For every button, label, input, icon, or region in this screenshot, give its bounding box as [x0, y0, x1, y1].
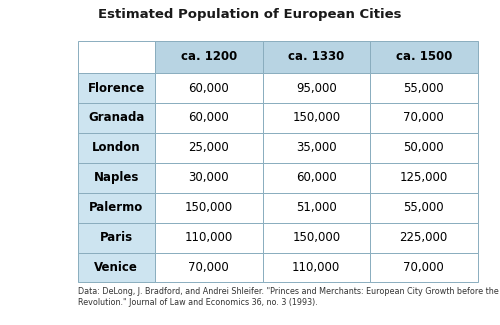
Bar [262, 133, 370, 163]
Text: 30,000: 30,000 [188, 171, 229, 184]
Text: 70,000: 70,000 [404, 261, 444, 274]
Text: Palermo: Palermo [89, 201, 144, 214]
Bar [370, 41, 478, 73]
Bar [78, 223, 155, 253]
Text: 55,000: 55,000 [404, 82, 444, 95]
Text: Granada: Granada [88, 111, 144, 124]
Bar [262, 103, 370, 133]
Bar [370, 223, 478, 253]
Text: 70,000: 70,000 [404, 111, 444, 124]
Bar [262, 193, 370, 223]
Text: 150,000: 150,000 [184, 201, 233, 214]
Text: 150,000: 150,000 [292, 111, 341, 124]
Text: 51,000: 51,000 [296, 201, 337, 214]
Text: 60,000: 60,000 [296, 171, 337, 184]
Text: 110,000: 110,000 [292, 261, 341, 274]
Bar [370, 253, 478, 282]
Bar [262, 223, 370, 253]
Bar [155, 163, 262, 193]
Text: Florence: Florence [88, 82, 145, 95]
Text: Estimated Population of European Cities: Estimated Population of European Cities [98, 8, 402, 21]
Text: 110,000: 110,000 [184, 231, 233, 244]
Text: 50,000: 50,000 [404, 141, 444, 154]
Bar [78, 253, 155, 282]
Text: 60,000: 60,000 [188, 82, 229, 95]
Text: 70,000: 70,000 [188, 261, 229, 274]
Text: ca. 1330: ca. 1330 [288, 50, 344, 63]
Bar [370, 73, 478, 103]
Bar [262, 73, 370, 103]
Text: Paris: Paris [100, 231, 133, 244]
Bar [155, 103, 262, 133]
Text: 95,000: 95,000 [296, 82, 337, 95]
Bar [155, 193, 262, 223]
Bar [78, 193, 155, 223]
Bar [262, 163, 370, 193]
Text: Data: DeLong, J. Bradford, and Andrei Shleifer. "Princes and Merchants: European: Data: DeLong, J. Bradford, and Andrei Sh… [78, 287, 500, 307]
Text: Naples: Naples [94, 171, 139, 184]
Bar [155, 133, 262, 163]
Text: 35,000: 35,000 [296, 141, 337, 154]
Bar [370, 103, 478, 133]
Text: 25,000: 25,000 [188, 141, 229, 154]
Text: 150,000: 150,000 [292, 231, 341, 244]
Text: ca. 1200: ca. 1200 [180, 50, 237, 63]
Text: 60,000: 60,000 [188, 111, 229, 124]
Bar [78, 133, 155, 163]
Bar [78, 41, 155, 73]
Bar [370, 163, 478, 193]
Bar [155, 223, 262, 253]
Text: 225,000: 225,000 [400, 231, 448, 244]
Text: 55,000: 55,000 [404, 201, 444, 214]
Text: Venice: Venice [94, 261, 138, 274]
Text: ca. 1500: ca. 1500 [396, 50, 452, 63]
Bar [155, 73, 262, 103]
Bar [78, 73, 155, 103]
Bar [155, 253, 262, 282]
Text: 125,000: 125,000 [400, 171, 448, 184]
Bar [262, 253, 370, 282]
Bar [370, 193, 478, 223]
Text: London: London [92, 141, 140, 154]
Bar [78, 103, 155, 133]
Bar [262, 41, 370, 73]
Bar [370, 133, 478, 163]
Bar [78, 163, 155, 193]
Bar [155, 41, 262, 73]
